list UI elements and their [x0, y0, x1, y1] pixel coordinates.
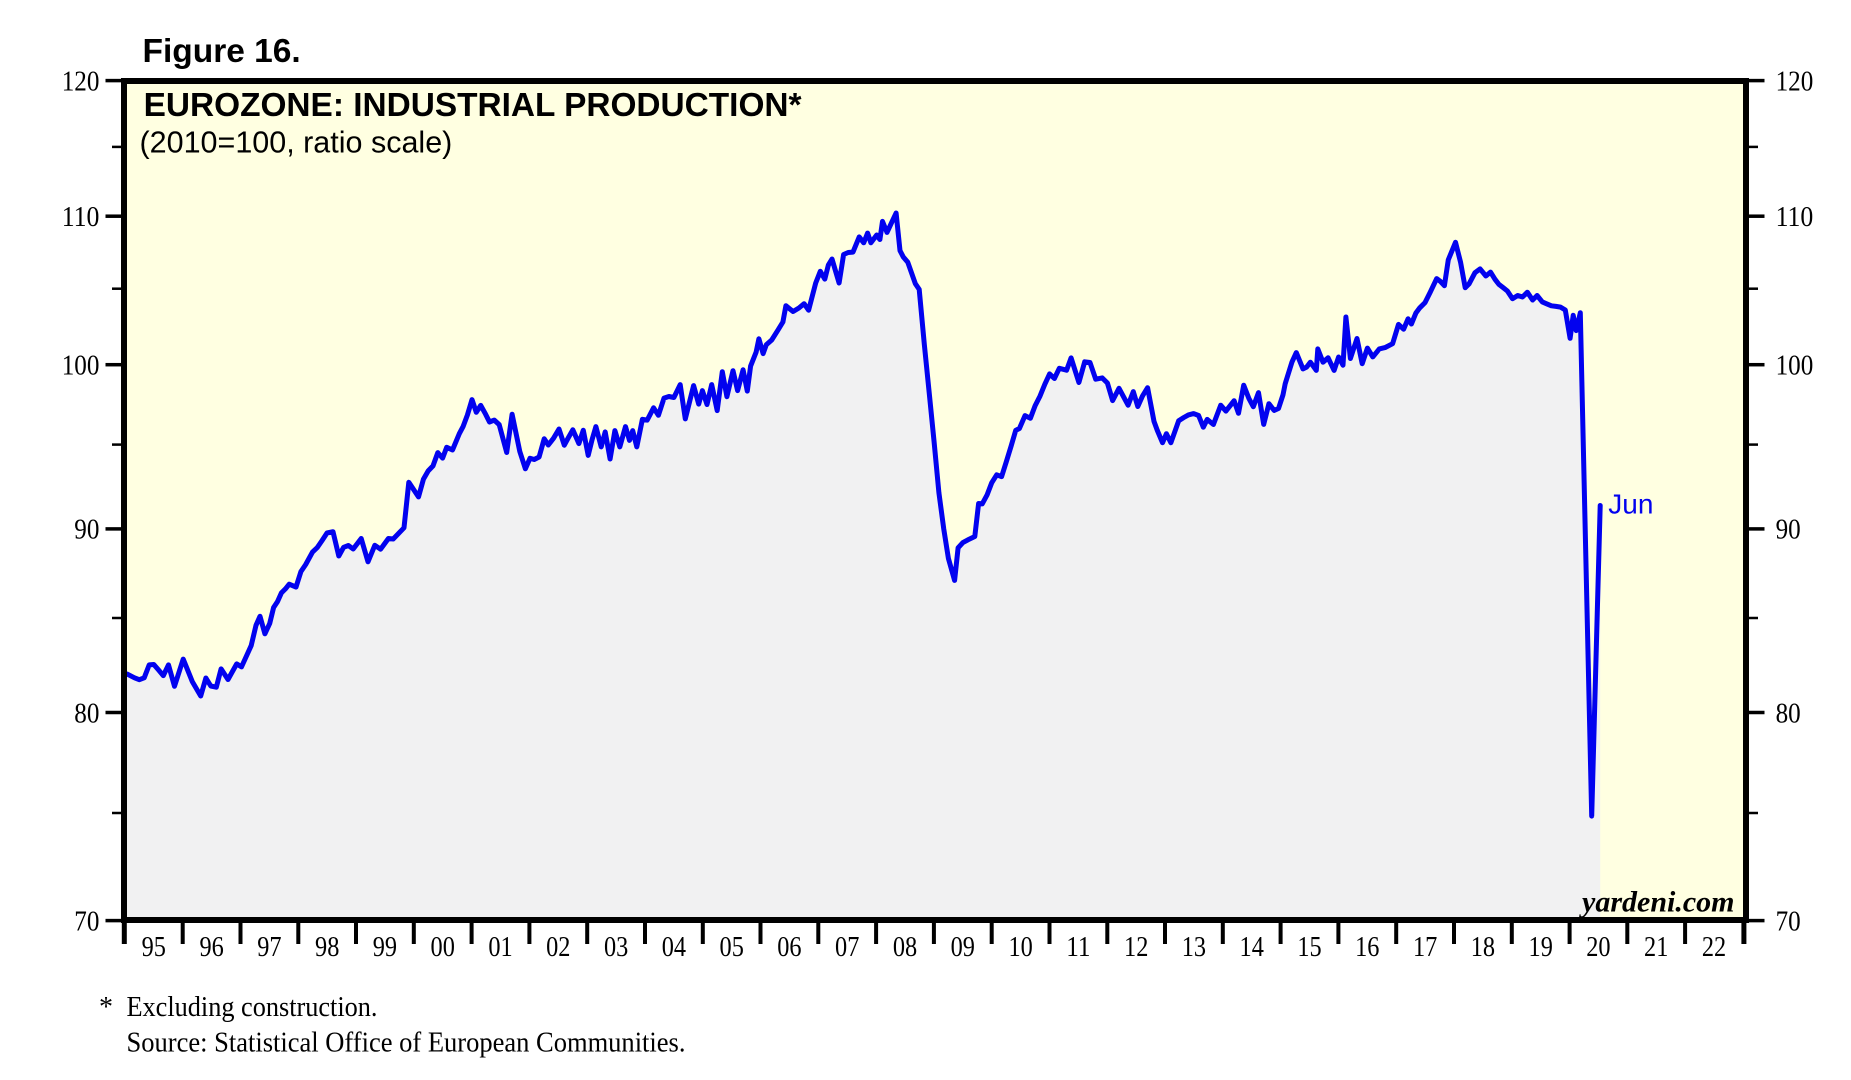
svg-text:97: 97 — [257, 932, 281, 963]
svg-text:15: 15 — [1297, 932, 1321, 963]
svg-text:19: 19 — [1529, 932, 1553, 963]
svg-text:99: 99 — [373, 932, 397, 963]
svg-text:120: 120 — [62, 66, 100, 97]
svg-text:Source: Statistical Office of: Source: Statistical Office of European C… — [127, 1028, 686, 1059]
svg-text:05: 05 — [720, 932, 744, 963]
svg-text:90: 90 — [1776, 515, 1801, 546]
svg-text:Jun: Jun — [1608, 489, 1653, 520]
svg-text:11: 11 — [1066, 932, 1090, 963]
svg-text:02: 02 — [546, 932, 570, 963]
svg-text:00: 00 — [431, 932, 455, 963]
svg-text:20: 20 — [1586, 932, 1610, 963]
svg-text:110: 110 — [62, 202, 100, 233]
svg-text:70: 70 — [1776, 906, 1801, 937]
svg-text:Excluding construction.: Excluding construction. — [127, 992, 378, 1023]
svg-text:13: 13 — [1182, 932, 1206, 963]
svg-text:95: 95 — [142, 932, 166, 963]
svg-text:96: 96 — [199, 932, 223, 963]
svg-text:01: 01 — [488, 932, 512, 963]
svg-text:22: 22 — [1702, 932, 1726, 963]
svg-text:Figure 16.: Figure 16. — [143, 33, 301, 70]
svg-text:100: 100 — [1776, 351, 1814, 382]
svg-text:21: 21 — [1644, 932, 1668, 963]
svg-text:04: 04 — [662, 932, 686, 963]
svg-text:110: 110 — [1776, 202, 1814, 233]
svg-text:07: 07 — [835, 932, 859, 963]
svg-text:(2010=100, ratio scale): (2010=100, ratio scale) — [140, 126, 453, 160]
svg-text:14: 14 — [1240, 932, 1264, 963]
svg-text:100: 100 — [62, 351, 100, 382]
svg-text:80: 80 — [1776, 698, 1801, 729]
svg-text:70: 70 — [74, 906, 99, 937]
svg-text:18: 18 — [1471, 932, 1495, 963]
svg-text:98: 98 — [315, 932, 339, 963]
svg-text:17: 17 — [1413, 932, 1437, 963]
svg-text:06: 06 — [777, 932, 801, 963]
svg-text:10: 10 — [1008, 932, 1032, 963]
svg-text:12: 12 — [1124, 932, 1148, 963]
svg-text:EUROZONE: INDUSTRIAL PRODUCTIO: EUROZONE: INDUSTRIAL PRODUCTION* — [144, 87, 802, 124]
svg-text:yardeni.com: yardeni.com — [1579, 886, 1734, 919]
svg-text:*: * — [99, 992, 113, 1023]
svg-text:90: 90 — [74, 515, 99, 546]
svg-text:16: 16 — [1355, 932, 1379, 963]
svg-text:08: 08 — [893, 932, 917, 963]
svg-text:09: 09 — [951, 932, 975, 963]
svg-text:03: 03 — [604, 932, 628, 963]
svg-text:80: 80 — [74, 698, 99, 729]
svg-text:120: 120 — [1776, 66, 1814, 97]
